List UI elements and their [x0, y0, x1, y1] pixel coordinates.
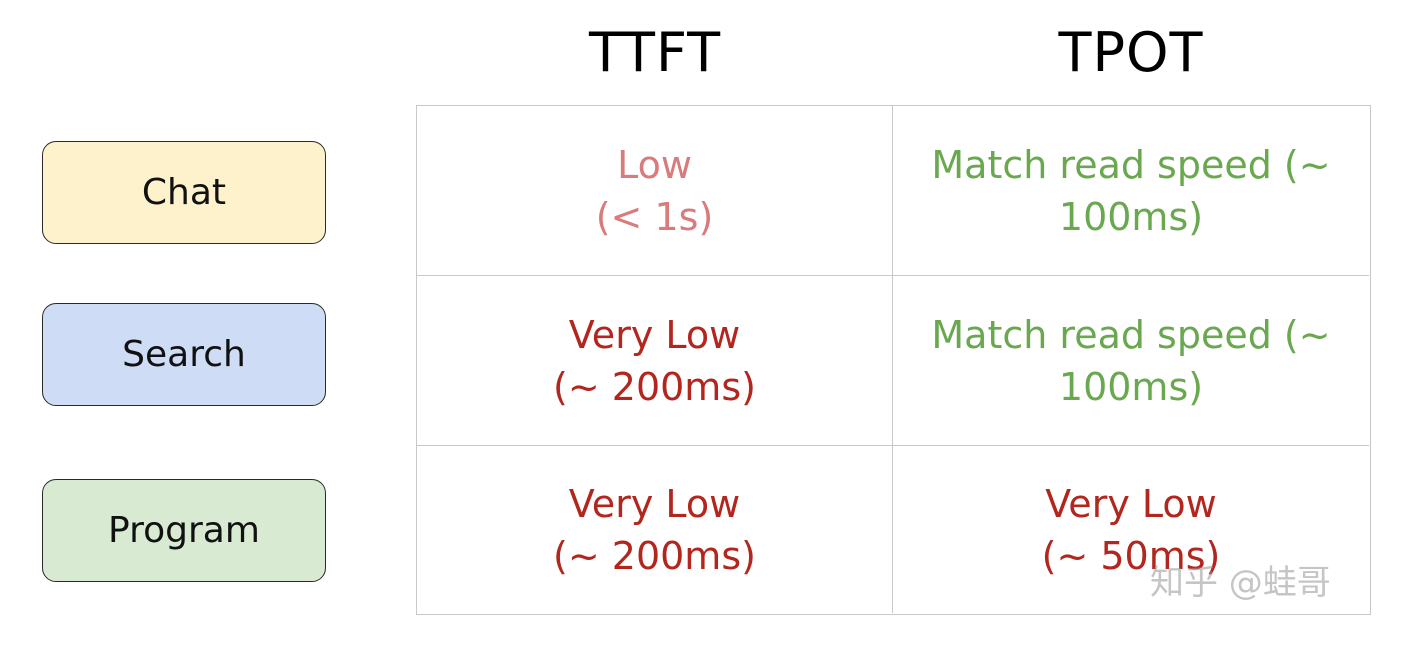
program-tpot-cell: Very Low (~ 50ms): [893, 446, 1369, 613]
search-tpot-detail: 100ms): [1058, 364, 1204, 409]
search-row-label: Search: [42, 303, 326, 406]
chat-ttft-cell: Low (< 1s): [417, 106, 893, 276]
search-tpot-cell: Match read speed (~ 100ms): [893, 276, 1369, 446]
ttft-column-header: TTFT: [588, 21, 722, 84]
program-ttft-value: Very Low: [568, 481, 741, 526]
program-tpot-value: Very Low: [1045, 481, 1217, 526]
program-row-label: Program: [42, 479, 326, 582]
program-ttft-cell: Very Low (~ 200ms): [417, 446, 893, 613]
search-ttft-cell: Very Low (~ 200ms): [417, 276, 893, 446]
search-tpot-value: Match read speed (~: [931, 312, 1331, 357]
chat-row-label: Chat: [42, 141, 326, 244]
search-ttft-detail: (~ 200ms): [553, 364, 756, 409]
program-tpot-detail: (~ 50ms): [1041, 533, 1221, 578]
program-ttft-detail: (~ 200ms): [553, 533, 756, 578]
chat-tpot-cell: Match read speed (~ 100ms): [893, 106, 1369, 276]
tpot-column-header: TPOT: [1058, 21, 1204, 84]
latency-requirements-table: Low (< 1s) Match read speed (~ 100ms) Ve…: [416, 105, 1371, 615]
chat-ttft-value: Low: [617, 142, 692, 187]
chat-tpot-value: Match read speed (~: [931, 142, 1331, 187]
search-ttft-value: Very Low: [568, 312, 741, 357]
chat-ttft-detail: (< 1s): [595, 194, 714, 239]
chat-tpot-detail: 100ms): [1058, 194, 1204, 239]
